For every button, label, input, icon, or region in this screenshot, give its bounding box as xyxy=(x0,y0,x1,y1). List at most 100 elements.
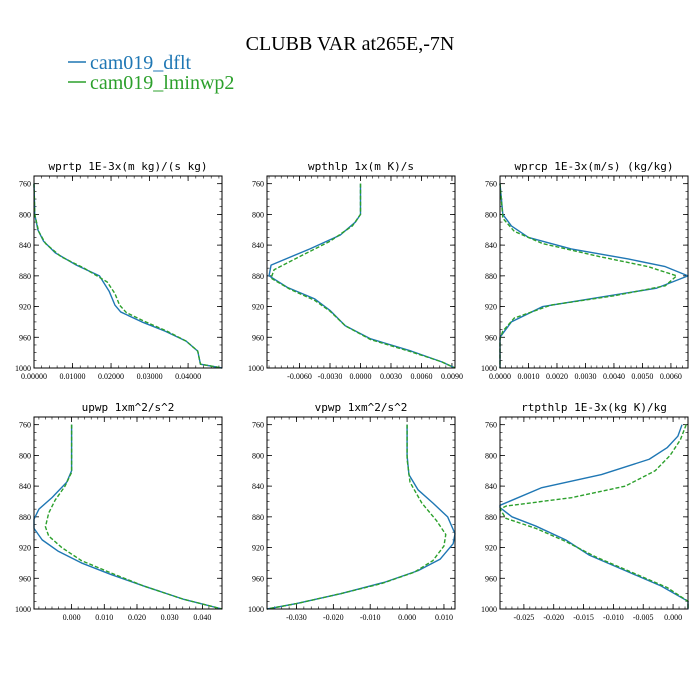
y-tick-label: 880 xyxy=(485,513,497,522)
x-tick-label: 0.0000 xyxy=(349,372,371,381)
x-tick-label: 0.0000 xyxy=(489,372,511,381)
plot-frame xyxy=(266,416,456,610)
panel-title: wprcp 1E-3x(m/s) (kg/kg) xyxy=(515,160,674,173)
y-tick-label: 880 xyxy=(485,272,497,281)
plot-frame xyxy=(499,175,689,369)
plot-frame xyxy=(266,175,456,369)
x-tick-label: 0.010 xyxy=(435,613,453,622)
panel-4: upwp 1xm^2/s^2 760 800 840 880 920 960 1000 0.00… xyxy=(15,401,223,622)
y-tick-label: 920 xyxy=(485,303,497,312)
y-tick-label: 880 xyxy=(19,272,31,281)
x-tick-label: 0.0010 xyxy=(517,372,539,381)
x-tick-label: 0.020 xyxy=(128,613,146,622)
x-tick-label: 0.000 xyxy=(63,613,81,622)
panel-title: rtpthlp 1E-3x(kg K)/kg xyxy=(521,401,667,414)
x-tick-label: 0.010 xyxy=(95,613,113,622)
x-tick-label: -0.0060 xyxy=(287,372,312,381)
x-tick-label: -0.025 xyxy=(514,613,535,622)
series-line-cam019_lminwp2 xyxy=(499,183,678,368)
y-tick-label: 920 xyxy=(252,544,264,553)
series-line-cam019_lminwp2 xyxy=(499,424,689,609)
y-tick-label: 1000 xyxy=(248,364,264,373)
x-tick-label: 0.00000 xyxy=(21,372,47,381)
y-tick-label: 920 xyxy=(19,303,31,312)
y-tick-label: 1000 xyxy=(481,605,497,614)
x-tick-label: -0.010 xyxy=(360,613,381,622)
y-tick-label: 800 xyxy=(485,451,497,460)
panel-title: vpwp 1xm^2/s^2 xyxy=(315,401,408,414)
plot-frame xyxy=(33,175,223,369)
y-tick-label: 840 xyxy=(252,241,264,250)
x-tick-label: 0.0030 xyxy=(574,372,596,381)
legend-label-dflt: cam019_dflt xyxy=(90,52,192,74)
y-tick-label: 840 xyxy=(485,241,497,250)
y-tick-label: 960 xyxy=(19,333,31,342)
y-tick-label: 960 xyxy=(19,574,31,583)
panel-title: upwp 1xm^2/s^2 xyxy=(82,401,175,414)
series-line-cam019_dflt xyxy=(499,424,689,609)
y-tick-label: 960 xyxy=(485,333,497,342)
x-tick-label: -0.020 xyxy=(543,613,564,622)
y-tick-label: 960 xyxy=(252,333,264,342)
y-tick-label: 760 xyxy=(19,180,31,189)
y-tick-label: 840 xyxy=(19,482,31,491)
y-tick-label: 920 xyxy=(252,303,264,312)
series-line-cam019_lminwp2 xyxy=(270,183,456,369)
y-tick-label: 1000 xyxy=(15,605,31,614)
y-tick-label: 920 xyxy=(485,544,497,553)
x-tick-label: 0.0060 xyxy=(660,372,682,381)
x-tick-label: 0.03000 xyxy=(137,372,163,381)
legend-label-lminwp2: cam019_lminwp2 xyxy=(90,72,234,94)
legend: cam019_dflt cam019_lminwp2 xyxy=(68,52,234,94)
x-tick-label: -0.015 xyxy=(573,613,594,622)
x-tick-label: 0.02000 xyxy=(98,372,124,381)
y-tick-label: 800 xyxy=(485,210,497,219)
x-tick-label: 0.000 xyxy=(398,613,416,622)
y-tick-label: 760 xyxy=(252,180,264,189)
y-tick-label: 880 xyxy=(252,513,264,522)
x-tick-label: 0.030 xyxy=(161,613,179,622)
x-tick-label: 0.01000 xyxy=(60,372,86,381)
y-tick-label: 960 xyxy=(485,574,497,583)
panel-title: wpthlp 1x(m K)/s xyxy=(308,160,414,173)
y-tick-label: 800 xyxy=(252,210,264,219)
x-tick-label: -0.010 xyxy=(603,613,624,622)
series-line-cam019_lminwp2 xyxy=(44,424,223,610)
x-tick-label: -0.005 xyxy=(633,613,654,622)
y-tick-label: 1000 xyxy=(481,364,497,373)
x-tick-label: 0.0050 xyxy=(631,372,653,381)
series-line-cam019_dflt xyxy=(33,424,223,610)
x-tick-label: 0.0020 xyxy=(546,372,568,381)
y-tick-label: 760 xyxy=(485,180,497,189)
y-tick-label: 880 xyxy=(252,272,264,281)
y-tick-label: 800 xyxy=(252,451,264,460)
panels-group: wprtp 1E-3x(m kg)/(s kg) 760 800 840 880 920 9… xyxy=(15,160,689,622)
series-line-cam019_dflt xyxy=(33,183,223,369)
panel-6: rtpthlp 1E-3x(kg K)/kg 760 800 840 880 920 960… xyxy=(481,401,689,622)
series-line-cam019_lminwp2 xyxy=(266,424,447,610)
y-tick-label: 760 xyxy=(252,421,264,430)
y-tick-label: 1000 xyxy=(15,364,31,373)
y-tick-label: 800 xyxy=(19,451,31,460)
panel-2: wpthlp 1x(m K)/s 760 800 840 880 920 960 1000 -0… xyxy=(248,160,463,381)
y-tick-label: 800 xyxy=(19,210,31,219)
x-tick-label: -0.0030 xyxy=(318,372,343,381)
x-tick-label: 0.04000 xyxy=(175,372,201,381)
y-tick-label: 960 xyxy=(252,574,264,583)
y-tick-label: 1000 xyxy=(248,605,264,614)
y-tick-label: 920 xyxy=(19,544,31,553)
panel-title: wprtp 1E-3x(m kg)/(s kg) xyxy=(49,160,208,173)
x-tick-label: 0.040 xyxy=(193,613,211,622)
y-tick-label: 760 xyxy=(485,421,497,430)
y-tick-label: 840 xyxy=(19,241,31,250)
y-tick-label: 880 xyxy=(19,513,31,522)
figure-title: CLUBB VAR at265E,-7N xyxy=(246,33,455,55)
x-tick-label: -0.030 xyxy=(286,613,307,622)
y-tick-label: 840 xyxy=(252,482,264,491)
series-line-cam019_dflt xyxy=(266,424,456,610)
y-tick-label: 760 xyxy=(19,421,31,430)
x-tick-label: 0.0030 xyxy=(380,372,402,381)
panel-5: vpwp 1xm^2/s^2 760 800 840 880 920 960 1000 -0.0… xyxy=(248,401,456,622)
x-tick-label: 0.0060 xyxy=(410,372,432,381)
